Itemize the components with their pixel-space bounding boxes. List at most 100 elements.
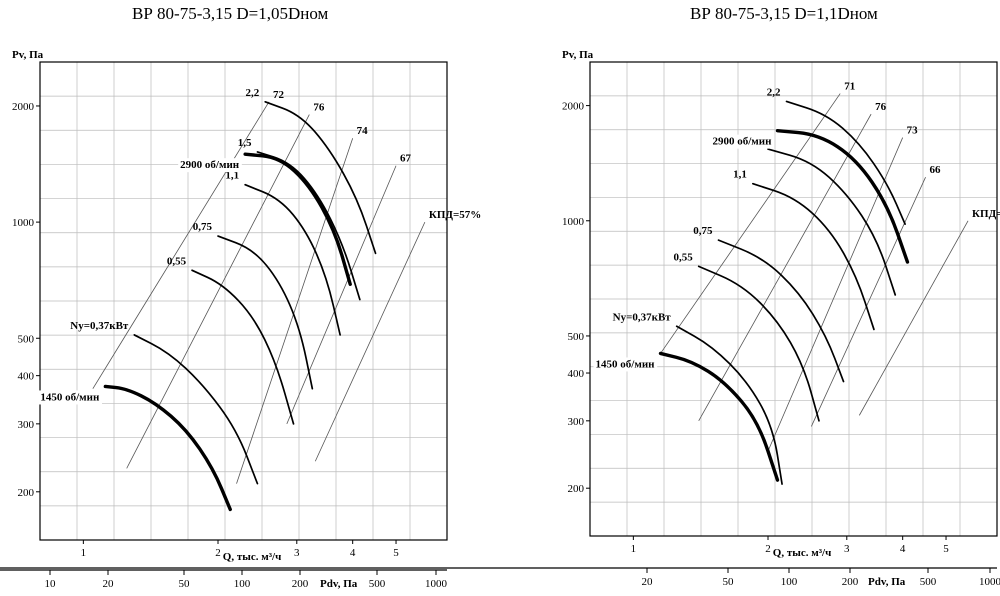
panel1-x-axis-label: Q, тыс. м³/ч — [223, 551, 281, 563]
panel2-curve — [697, 265, 820, 422]
panel2-x-axis-label: Q, тыс. м³/ч — [773, 547, 831, 559]
panel1-x-tick-label: 5 — [393, 547, 399, 559]
panel2-curve — [717, 239, 845, 383]
panel1-efficiency-label: 67 — [400, 153, 412, 165]
panel1-curve-label: 1450 об/мин — [40, 391, 100, 403]
panel1-curve-label: 0,55 — [167, 255, 187, 267]
panel2-curve-label: 1,1 — [733, 169, 747, 181]
panel1-y-tick-label: 2000 — [12, 101, 35, 113]
panel1-pdv-tick-label: 500 — [369, 578, 386, 590]
panel1-curve-label-bg — [178, 158, 242, 173]
panel2-curve-label: 0,55 — [673, 251, 693, 263]
panel2-x-tick-label: 3 — [844, 543, 850, 555]
panel1-y-tick-label: 1000 — [12, 217, 35, 229]
panel2-x-tick-label: 4 — [900, 543, 906, 555]
panel1-curve-label: 2,2 — [245, 87, 259, 99]
panel2-efficiency-line — [811, 177, 926, 427]
panel1-plot-frame — [39, 61, 448, 541]
panel2-efficiency-line — [767, 137, 904, 452]
panel1-pdv-tick-label: 200 — [292, 578, 309, 590]
panel2-efficiency-label: 76 — [875, 101, 887, 113]
panel1-curve — [243, 152, 352, 286]
panel2-pdv-tick-label: 1000 — [979, 576, 1000, 588]
panel1-pdv-tick-label: 10 — [45, 578, 57, 590]
panel1-curve — [264, 100, 377, 255]
panel2-efficiency-line — [660, 93, 841, 354]
panel1-curve — [103, 384, 232, 512]
panel2-curve — [775, 128, 910, 264]
panel1-efficiency-label: 74 — [357, 125, 369, 137]
panel2-curve-label-bg — [593, 357, 658, 372]
panel1-curve-label: 0,75 — [193, 221, 213, 233]
panel1-curve-label: 1,1 — [225, 170, 239, 182]
panel1-curve-label: 2900 об/мин — [180, 159, 240, 171]
panel2-curve — [675, 325, 783, 485]
panel1-curve — [133, 334, 259, 485]
panel1-pdv-tick-label: 20 — [103, 578, 115, 590]
chart-title-right: ВР 80-75-3,15 D=1,1Dном — [690, 4, 878, 23]
panel1-y-tick-label: 300 — [18, 419, 35, 431]
panel1-y-tick-label: 200 — [18, 487, 35, 499]
panel2-efficiency-label: 66 — [930, 164, 942, 176]
panel2-curve — [785, 100, 906, 225]
panel1-x-tick-label: 1 — [81, 547, 87, 559]
panel2-curve-label: 2900 об/мин — [713, 136, 773, 148]
panel2-efficiency-line — [858, 220, 969, 416]
panel1-pdv-tick-label: 100 — [234, 578, 251, 590]
panel2-y-tick-label: 2000 — [562, 101, 585, 113]
panel2-y-axis-label: Pv, Па — [562, 49, 594, 61]
panel2-pdv-tick-label: 100 — [781, 576, 798, 588]
panel2-y-tick-label: 300 — [568, 416, 585, 428]
panel1-x-tick-label: 4 — [350, 547, 356, 559]
panel1-curve — [244, 183, 341, 336]
panel2-curve-label: 2,2 — [767, 86, 781, 98]
panel1-curve — [191, 269, 295, 425]
panel1-pdv-tick-label: 50 — [179, 578, 191, 590]
panel2-pdv-tick-label: 500 — [920, 576, 937, 588]
panel1-efficiency-line — [236, 138, 354, 484]
panel1-y-tick-label: 400 — [18, 371, 35, 383]
panel2-x-tick-label: 5 — [943, 543, 949, 555]
panel1-pdv-axis-label: Pdv, Па — [320, 578, 358, 590]
panel2-y-tick-label: 500 — [568, 331, 585, 343]
panel2-efficiency-label: 73 — [907, 125, 919, 137]
panel1-y-tick-label: 500 — [18, 333, 35, 345]
panel1-curve-label: 1,5 — [238, 137, 252, 149]
panel1-x-tick-label: 2 — [215, 547, 221, 559]
panel1-y-axis-label: Pv, Па — [12, 49, 44, 61]
panel2-curve-label: 1450 об/мин — [596, 358, 656, 370]
panel2-pdv-tick-label: 50 — [723, 576, 735, 588]
panel2-curve-label-bg — [710, 134, 775, 149]
panel2-pdv-axis-label: Pdv, Па — [868, 576, 906, 588]
panel2-x-tick-label: 1 — [631, 543, 637, 555]
panel1-efficiency-label: 76 — [313, 102, 325, 114]
panel2-x-tick-label: 2 — [765, 543, 771, 555]
panel1-efficiency-line — [92, 101, 270, 389]
panel1-x-tick-label: 3 — [294, 547, 300, 559]
panel1-curve — [217, 235, 314, 390]
chart-title-left: ВР 80-75-3,15 D=1,05Dном — [132, 4, 329, 23]
panel2-curve — [767, 148, 897, 296]
panel1-efficiency-line — [126, 114, 310, 469]
panel1-efficiency-label: 72 — [273, 89, 285, 101]
panel2-y-tick-label: 200 — [568, 483, 585, 495]
panel2-y-tick-label: 400 — [568, 368, 585, 380]
panel2-efficiency-line — [698, 113, 872, 422]
panel2-curve — [658, 351, 780, 482]
panel1-curve-label: Ny=0,37кВт — [70, 320, 129, 332]
panel2-plot-frame — [589, 61, 998, 537]
panel2-pdv-tick-label: 200 — [842, 576, 859, 588]
panel2-curve-label: Ny=0,37кВт — [613, 311, 672, 323]
panel1-curve-label-bg — [38, 390, 103, 405]
panel1-efficiency-line — [314, 221, 426, 462]
panel2-curve — [752, 182, 875, 331]
panel1-pdv-tick-label: 1000 — [425, 578, 448, 590]
panel2-curve-label: 0,75 — [693, 225, 713, 237]
panel1-curve — [256, 151, 361, 301]
panel2-efficiency-label: КПД=55% — [972, 208, 1000, 220]
panel1-efficiency-label: КПД=57% — [429, 209, 481, 221]
panel1-efficiency-line — [286, 165, 397, 425]
panel2-efficiency-label: 71 — [844, 81, 855, 93]
panel2-pdv-tick-label: 20 — [642, 576, 654, 588]
